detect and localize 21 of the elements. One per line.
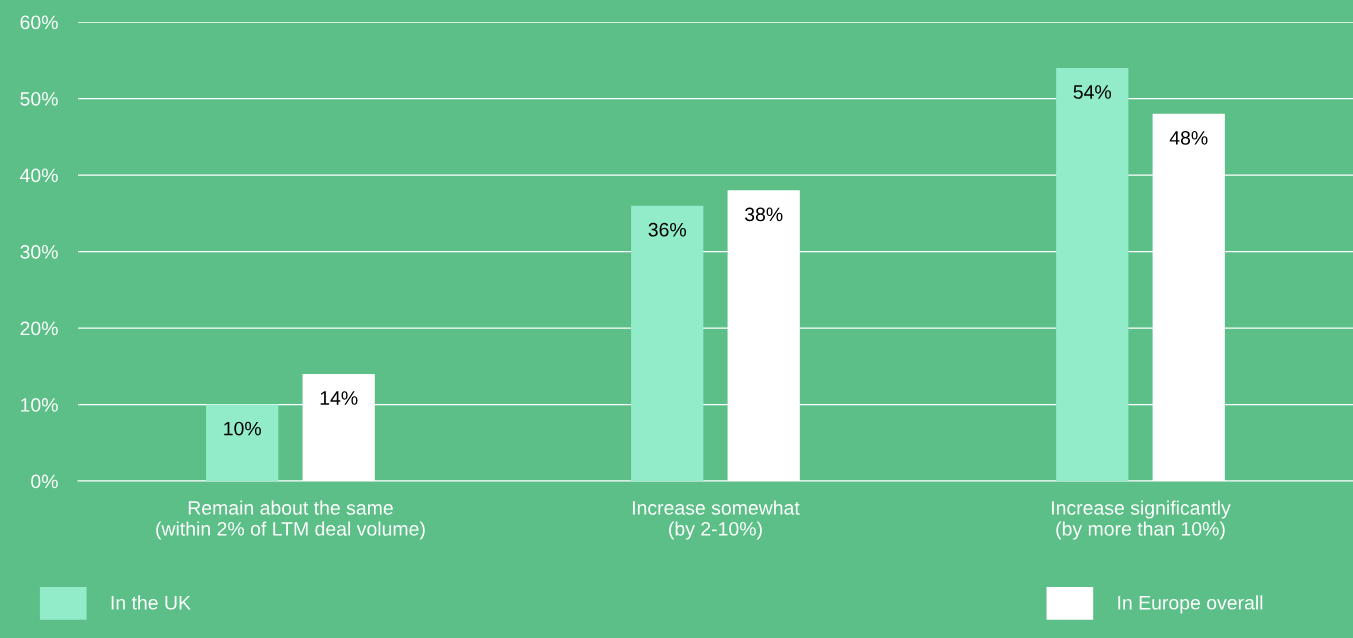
legend-label: In Europe overall [1118, 595, 1263, 614]
y-tick-label: 60% [20, 15, 58, 30]
legend-label: In the UK [111, 595, 191, 610]
y-tick-label: 0% [31, 474, 58, 489]
data-label: 10% [224, 421, 261, 436]
data-label: 38% [744, 207, 783, 222]
x-tick-label: Increase somewhat (by 2-10%) [632, 500, 800, 540]
data-label: 48% [1169, 131, 1208, 145]
y-tick-label: 20% [20, 321, 58, 336]
bar [631, 205, 704, 482]
y-tick-label: 30% [20, 245, 58, 259]
data-label: 54% [1073, 85, 1112, 99]
x-tick-label: Remain about the same (within 2% of LTM deal volume) [156, 500, 425, 540]
bar [206, 404, 279, 482]
y-tick-label: 40% [20, 168, 58, 183]
data-label: 36% [648, 222, 686, 237]
data-label: 14% [320, 391, 358, 405]
x-tick-label: Increase significantly (by more than 10%) [1052, 500, 1231, 540]
y-tick-label: 50% [20, 91, 58, 106]
y-tick-label: 10% [21, 398, 58, 412]
bar [1056, 67, 1129, 482]
